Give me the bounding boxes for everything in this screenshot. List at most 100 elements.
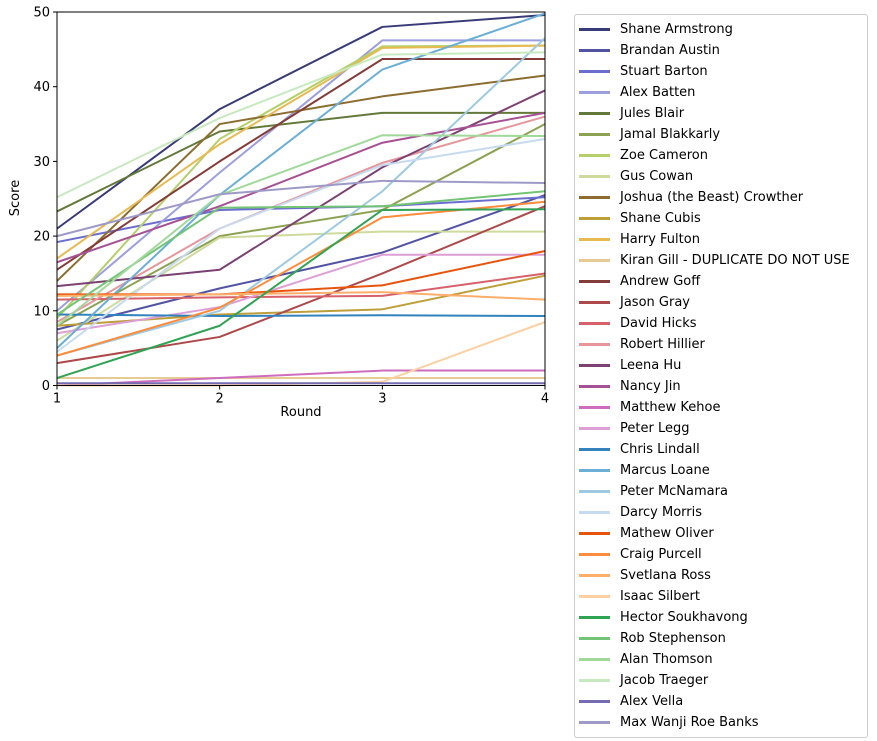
legend-label: Peter McNamara: [620, 484, 728, 499]
x-tick-label: 1: [53, 392, 61, 407]
legend-item: Max Wanji Roe Banks: [575, 712, 867, 733]
legend-label: Stuart Barton: [620, 64, 708, 79]
legend-swatch: [579, 721, 610, 724]
legend-label: Brandan Austin: [620, 43, 720, 58]
legend-item: Peter Legg: [575, 418, 867, 439]
y-axis-label: Score: [8, 180, 23, 216]
legend-label: David Hicks: [620, 316, 697, 331]
y-tick-label: 20: [33, 230, 50, 245]
legend-swatch: [579, 658, 610, 661]
x-tick-label: 2: [216, 392, 224, 407]
series-line: [56, 12, 546, 349]
series-line: [56, 115, 546, 323]
legend-label: Jacob Traeger: [620, 673, 709, 688]
y-tick-label: 10: [33, 304, 50, 319]
y-tick-label: 50: [33, 6, 50, 21]
legend-label: Andrew Goff: [620, 274, 701, 289]
legend-item: Robert Hillier: [575, 334, 867, 355]
legend-swatch: [579, 427, 610, 430]
y-tick-label: 30: [33, 155, 50, 170]
legend-item: Jacob Traeger: [575, 670, 867, 691]
legend-swatch: [579, 469, 610, 472]
series-lines-group: [56, 12, 546, 387]
legend-item: Craig Purcell: [575, 544, 867, 565]
legend-label: Craig Purcell: [620, 547, 702, 562]
legend-label: Harry Fulton: [620, 232, 700, 247]
legend-label: Jason Gray: [620, 295, 690, 310]
legend-swatch: [579, 700, 610, 703]
series-line: [56, 44, 546, 260]
legend-item: Harry Fulton: [575, 229, 867, 250]
legend-swatch: [579, 133, 610, 136]
legend-item: Brandan Austin: [575, 40, 867, 61]
legend-swatch: [579, 385, 610, 388]
legend-swatch: [579, 448, 610, 451]
x-tick-label: 3: [378, 392, 386, 407]
legend-swatch: [579, 91, 610, 94]
series-line: [56, 111, 545, 213]
legend-item: Zoe Cameron: [575, 145, 867, 166]
x-tick-label: 4: [541, 392, 549, 407]
legend-item: Alan Thomson: [575, 649, 867, 670]
series-line: [56, 111, 546, 264]
legend-label: Darcy Morris: [620, 505, 703, 520]
legend-item: Leena Hu: [575, 355, 867, 376]
legend-item: Alex Vella: [575, 691, 867, 712]
y-tick-label: 0: [42, 379, 50, 394]
series-line: [56, 291, 546, 301]
legend-item: Stuart Barton: [575, 61, 867, 82]
legend-item: Andrew Goff: [575, 271, 867, 292]
legend-swatch: [579, 322, 610, 325]
series-line: [56, 123, 546, 327]
legend-label: Shane Armstrong: [620, 22, 733, 37]
legend-label: Chris Lindall: [620, 442, 700, 457]
legend-item: Rob Stephenson: [575, 628, 867, 649]
series-line: [56, 138, 546, 353]
legend-label: Nancy Jin: [620, 379, 681, 394]
series-line: [56, 194, 546, 331]
legend-swatch: [579, 112, 610, 115]
legend-item: Gus Cowan: [575, 166, 867, 187]
series-line: [56, 313, 546, 318]
legend-item: Mathew Oliver: [575, 523, 867, 544]
legend-item: Nancy Jin: [575, 376, 867, 397]
legend-label: Alex Batten: [620, 85, 696, 100]
series-line: [56, 208, 546, 379]
legend-item: Peter McNamara: [575, 481, 867, 502]
legend-item: Jules Blair: [575, 103, 867, 124]
legend-swatch: [579, 259, 610, 262]
legend-label: Svetlana Ross: [620, 568, 711, 583]
legend-item: Jason Gray: [575, 292, 867, 313]
legend-swatch: [579, 637, 610, 640]
legend-swatch: [579, 343, 610, 346]
legend-swatch: [579, 616, 610, 619]
legend-label: Jules Blair: [620, 106, 685, 121]
legend-item: Matthew Kehoe: [575, 397, 867, 418]
legend-label: Kiran Gill - DUPLICATE DO NOT USE: [620, 253, 850, 268]
series-line: [56, 89, 546, 288]
series-line: [56, 51, 546, 199]
legend-swatch: [579, 49, 610, 52]
legend-item: Alex Batten: [575, 82, 867, 103]
legend-label: Robert Hillier: [620, 337, 705, 352]
legend-item: Shane Armstrong: [575, 19, 867, 40]
legend-item: Joshua (the Beast) Crowther: [575, 187, 867, 208]
legend: Shane Armstrong Brandan Austin Stuart Bart…: [574, 14, 868, 738]
legend-swatch: [579, 238, 610, 241]
legend-swatch: [579, 70, 610, 73]
series-line: [57, 250, 546, 296]
legend-label: Marcus Loane: [620, 463, 710, 478]
legend-label: Gus Cowan: [620, 169, 694, 184]
legend-label: Jamal Blakkarly: [620, 127, 721, 142]
series-line: [56, 196, 546, 244]
legend-label: Zoe Cameron: [620, 148, 708, 163]
series-line: [56, 205, 546, 365]
series-line: [56, 253, 545, 335]
x-axis-label: Round: [280, 405, 321, 420]
y-tick-label: 40: [33, 80, 50, 95]
legend-item: Isaac Silbert: [575, 586, 867, 607]
legend-swatch: [579, 595, 610, 598]
